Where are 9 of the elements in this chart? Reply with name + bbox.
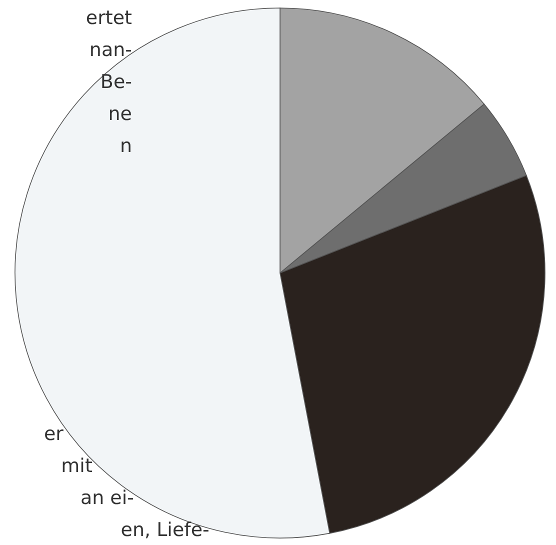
text: n — [120, 135, 132, 157]
text: ne — [108, 103, 132, 125]
text: er — [44, 423, 64, 445]
text: Be- — [100, 71, 132, 93]
text: an ei- — [80, 487, 134, 509]
text: en, Liefe- — [120, 519, 210, 541]
text: nan- — [89, 39, 132, 61]
text: ertet — [86, 7, 132, 29]
text: mit — [61, 455, 92, 477]
